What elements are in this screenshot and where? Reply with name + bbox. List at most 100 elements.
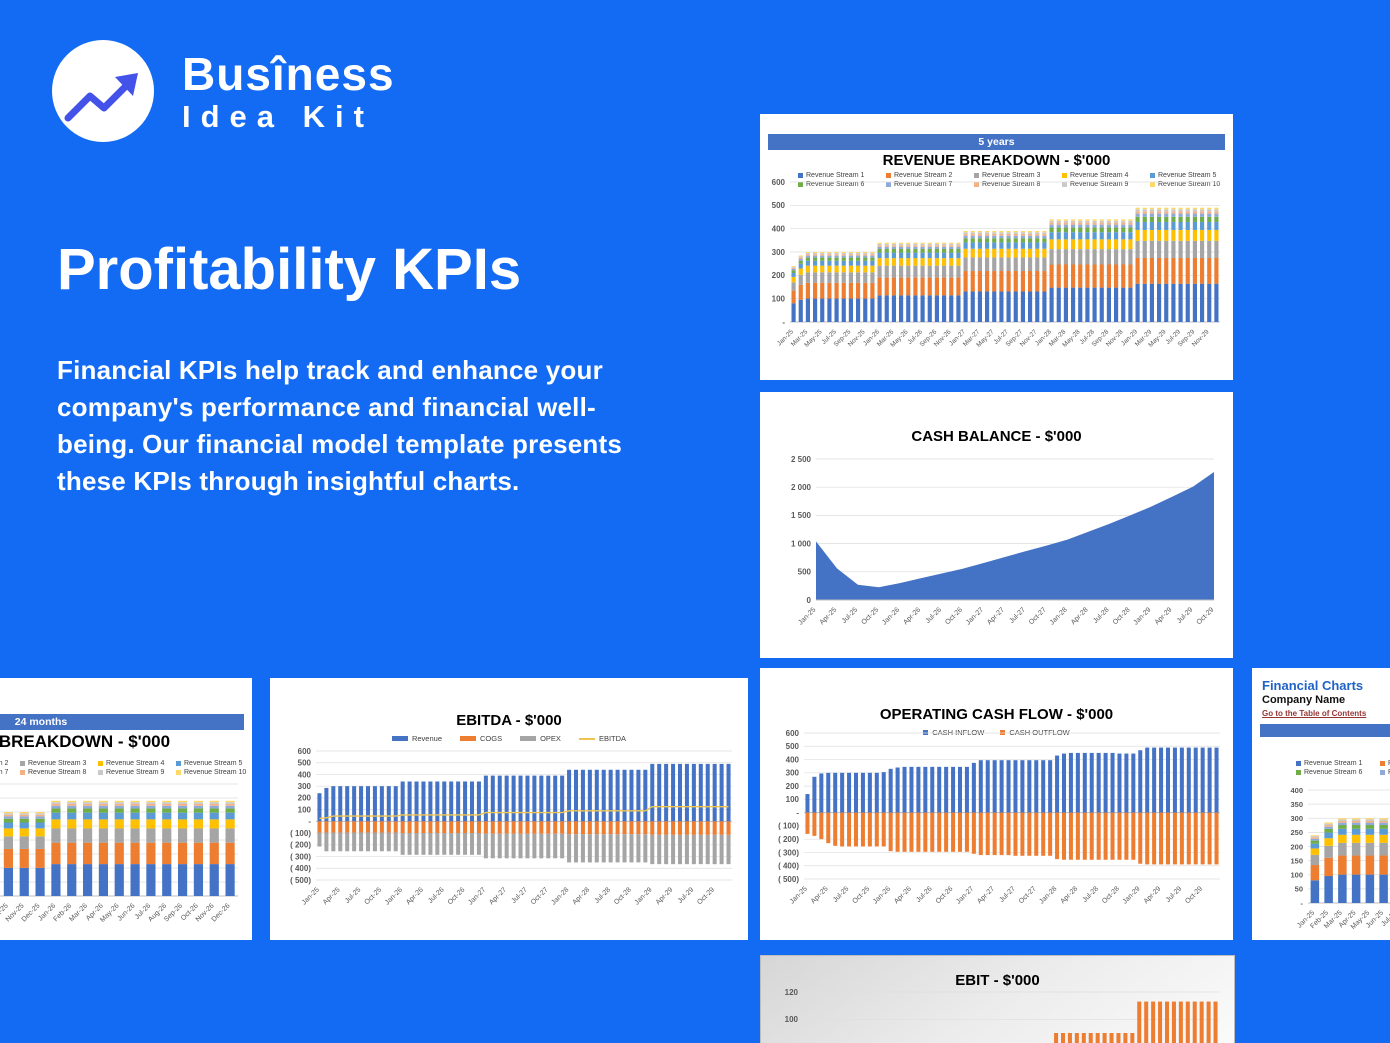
svg-text:( 500): ( 500)	[778, 875, 799, 884]
svg-text:Jan-27: Jan-27	[467, 886, 487, 906]
svg-text:100: 100	[298, 805, 312, 814]
trend-arrow-icon	[64, 73, 138, 122]
svg-text:Jul-27: Jul-27	[1008, 606, 1027, 625]
svg-text:2 500: 2 500	[791, 455, 812, 464]
svg-text:Jul-29: Jul-29	[1165, 885, 1184, 904]
chart-title: REVENUE BREAKDOWN - $'000	[882, 152, 1111, 169]
svg-text:-: -	[782, 318, 785, 327]
legend-label: Revenue Stream 10	[184, 769, 247, 776]
svg-text:Jan-27: Jan-27	[955, 885, 975, 905]
svg-text:Jan-26: Jan-26	[881, 606, 901, 626]
svg-text:Oct-26: Oct-26	[935, 885, 955, 905]
chart-title: EBITDA - $'000	[456, 712, 562, 729]
svg-text:Jan-25: Jan-25	[301, 886, 321, 906]
svg-text:Jul-25: Jul-25	[1380, 909, 1390, 928]
svg-text:( 400): ( 400)	[290, 864, 311, 873]
period-badge: 24 months	[0, 714, 244, 730]
operating-cash-flow-card: OPERATING CASH FLOW - $'000 CASH INFLOW C…	[760, 668, 1233, 940]
svg-text:Oct-25: Oct-25	[851, 885, 871, 905]
chart-title: CASH BALANCE - $'000	[911, 428, 1082, 445]
svg-text:500: 500	[786, 742, 800, 751]
svg-text:( 100): ( 100)	[778, 822, 799, 831]
svg-text:100: 100	[786, 795, 800, 804]
svg-text:Apr-25: Apr-25	[322, 886, 342, 906]
stacked-bar-plot: 600500400300200100-Jan-25Mar-25May-25Jul…	[772, 178, 1220, 349]
legend-swatch-icon	[20, 770, 25, 775]
svg-text:400: 400	[1290, 786, 1303, 795]
legend-label: Revenue Stream 4	[106, 760, 165, 767]
company-name: Company Name	[1262, 694, 1346, 706]
svg-text:Apr-29: Apr-29	[1143, 885, 1163, 905]
svg-text:150: 150	[1290, 856, 1303, 865]
svg-text:Jan-29: Jan-29	[1122, 885, 1142, 905]
financial-charts-card: Financial Charts Company Name Go to the …	[1252, 668, 1390, 940]
cash-balance-card: CASH BALANCE - $'000 2 500 2 000 1 500 1 00…	[760, 392, 1233, 658]
svg-text:Mar-26: Mar-26	[68, 902, 89, 923]
svg-text:50: 50	[1295, 885, 1303, 894]
svg-text:Oct-27: Oct-27	[1018, 885, 1038, 905]
ebitda-card: EBITDA - $'000 Revenue COGS OPEX EBITDA 600…	[270, 678, 748, 940]
svg-text:Jul-26: Jul-26	[925, 606, 944, 625]
revenue-breakdown-5y-card: 5 years REVENUE BREAKDOWN - $'000 Revenu…	[760, 114, 1233, 380]
svg-text:Jan-25: Jan-25	[797, 606, 817, 626]
legend-item: Revenue Stream 7	[1380, 769, 1390, 776]
svg-text:Jan-27: Jan-27	[965, 606, 985, 626]
svg-text:Jul-25: Jul-25	[832, 885, 851, 904]
ebit-card: EBIT - $'000 12010080604020-Jan-25Apr-25…	[760, 955, 1235, 1043]
svg-text:Jul-25: Jul-25	[841, 606, 860, 625]
svg-text:( 300): ( 300)	[290, 852, 311, 861]
svg-text:Jul-29: Jul-29	[677, 886, 696, 905]
chart-title: REVENUE BREAKDOWN - $'000	[0, 732, 171, 751]
legend-swatch-icon	[1380, 770, 1385, 775]
stacked-bar-plot: 40035030025020015010050-Jan-25Feb-25Mar-…	[0, 783, 238, 924]
svg-text:Jul-27: Jul-27	[998, 885, 1017, 904]
svg-text:Apr-26: Apr-26	[893, 885, 913, 905]
bar-line-plot: 600 500 400 300 200 100 - ( 100) ( 200) ( 300) ( 4…	[290, 747, 732, 907]
svg-text:( 400): ( 400)	[778, 862, 799, 871]
legend-label: Revenue Stream 8	[28, 769, 87, 776]
legend-swatch-icon	[20, 761, 25, 766]
legend-swatch-icon	[1380, 761, 1385, 766]
svg-text:300: 300	[772, 248, 786, 257]
svg-text:500: 500	[798, 568, 812, 577]
svg-text:Jul-28: Jul-28	[594, 886, 613, 905]
svg-text:Jul-28: Jul-28	[1092, 606, 1111, 625]
legend-swatch-icon	[98, 770, 103, 775]
brand-text: Busîness Idea Kit	[182, 51, 395, 132]
svg-text:300: 300	[786, 769, 800, 778]
svg-text:Oct-29: Oct-29	[1184, 885, 1204, 905]
legend-label: Revenue Stream 5	[184, 760, 243, 767]
svg-text:Jan-25: Jan-25	[789, 885, 809, 905]
legend-swatch-icon	[98, 761, 103, 766]
svg-text:2 000: 2 000	[791, 483, 812, 492]
revenue-breakdown-24m-card: 24 months REVENUE BREAKDOWN - $'000 Reve…	[0, 678, 252, 940]
period-badge	[1260, 724, 1390, 737]
legend-item: Revenue Stream 5	[176, 760, 254, 767]
svg-text:Apr-28: Apr-28	[1059, 885, 1079, 905]
svg-text:( 100): ( 100)	[290, 829, 311, 838]
svg-text:Oct-25: Oct-25	[860, 606, 880, 626]
legend-label: Revenue Stream 7	[0, 769, 9, 776]
svg-text:Apr-29: Apr-29	[655, 886, 675, 906]
brand-tagline: Idea Kit	[182, 98, 374, 134]
svg-text:Jan-26: Jan-26	[384, 886, 404, 906]
legend-swatch-icon	[1296, 770, 1301, 775]
svg-text:Jan-29: Jan-29	[634, 886, 654, 906]
legend-item: Revenue Stream 4	[98, 760, 176, 767]
svg-text:600: 600	[772, 178, 786, 187]
svg-text:( 300): ( 300)	[778, 848, 799, 857]
svg-text:Jan-26: Jan-26	[872, 885, 892, 905]
svg-text:Apr-28: Apr-28	[571, 886, 591, 906]
svg-text:Apr-25: Apr-25	[819, 606, 839, 626]
svg-text:100: 100	[772, 294, 786, 303]
page-title: Profitability KPIs	[57, 237, 522, 302]
svg-text:( 200): ( 200)	[290, 841, 311, 850]
table-of-contents-link[interactable]: Go to the Table of Contents	[1262, 709, 1367, 718]
svg-text:1 500: 1 500	[791, 511, 812, 520]
svg-text:Oct-28: Oct-28	[613, 886, 633, 906]
bar-plot: 12010080604020-Jan-25Apr-25Jul-25Oct-25J…	[785, 988, 1219, 1043]
svg-text:350: 350	[1290, 800, 1303, 809]
